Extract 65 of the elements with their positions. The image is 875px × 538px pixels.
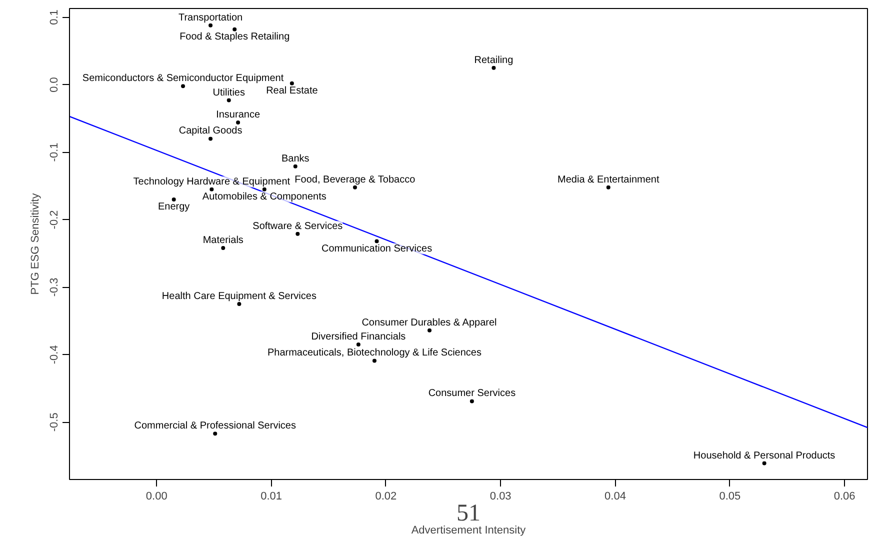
data-label: Consumer Services (428, 388, 516, 400)
data-label: Communication Services (321, 243, 432, 254)
data-label: Utilities (212, 87, 245, 98)
point (293, 164, 298, 168)
y-tick-label: 0.0 (48, 77, 60, 92)
data-label: Banks (281, 153, 310, 164)
data-label: Retailing (474, 54, 514, 66)
data-label: Software & Services (252, 220, 343, 232)
point (221, 246, 226, 250)
data-label: Pharmaceuticals, Biotechnology & Life Sciences (267, 348, 482, 359)
data-label: Technology Hardware & Equipment (133, 176, 290, 188)
data-label: Media & Entertainment (558, 174, 660, 186)
point (232, 27, 237, 32)
x-tick-label: 0.04 (604, 490, 626, 502)
point (374, 239, 379, 244)
y-axis-title: PTG ESG Sensitivity (30, 192, 42, 295)
y-tick-label: 0.1 (48, 10, 60, 25)
x-tick-label: 0.02 (375, 490, 397, 502)
x-tick-label: 0.05 (719, 490, 741, 502)
y-tick-label: -0.1 (48, 142, 60, 162)
point (210, 187, 214, 192)
point (762, 461, 766, 466)
x-tick-label: 0.00 (146, 490, 168, 502)
point (226, 98, 231, 102)
x-tick-label: 0.03 (490, 490, 512, 502)
data-label: Food, Beverage & Tobacco (294, 174, 416, 186)
point (236, 120, 240, 125)
data-label: Food & Staples Retailing (180, 31, 290, 42)
point (470, 399, 474, 404)
point (208, 23, 213, 28)
data-label: Real Estate (266, 85, 318, 96)
y-tick-label: -0.2 (48, 210, 60, 230)
x-tick-label: 0.06 (834, 490, 856, 502)
point (352, 185, 357, 190)
point (606, 185, 610, 190)
data-label: Semiconductors & Semiconductor Equipment (82, 73, 284, 84)
x-tick-label: 0.01 (260, 490, 282, 502)
data-label: Health Care Equipment & Services (162, 291, 316, 302)
point (213, 432, 218, 436)
point (262, 187, 266, 192)
data-label: Automobiles & Components (202, 191, 326, 202)
data-label: Transportation (178, 12, 243, 24)
data-label: Materials (202, 235, 244, 246)
y-tick-label: -0.3 (48, 278, 60, 297)
point (492, 66, 496, 70)
data-label: Insurance (216, 110, 260, 121)
data-label: Capital Goods (178, 126, 242, 137)
data-label: Commercial & Professional Services (134, 420, 296, 432)
point (296, 232, 300, 236)
point (172, 197, 176, 202)
data-label: Household & Personal Products (693, 450, 836, 462)
point (372, 358, 376, 363)
point (290, 81, 294, 86)
y-tick-label: -0.5 (48, 412, 60, 432)
point (237, 302, 242, 306)
data-label: Consumer Durables & Apparel (362, 317, 497, 328)
point (356, 342, 360, 347)
text: 51 (456, 500, 480, 526)
y-tick-label: -0.4 (48, 345, 60, 364)
x-axis-title: Advertisement Intensity (411, 524, 526, 536)
point (208, 136, 213, 141)
point (181, 84, 186, 88)
data-label: Diversified Financials (311, 332, 406, 343)
point (428, 328, 432, 332)
data-label: Energy (158, 201, 190, 212)
